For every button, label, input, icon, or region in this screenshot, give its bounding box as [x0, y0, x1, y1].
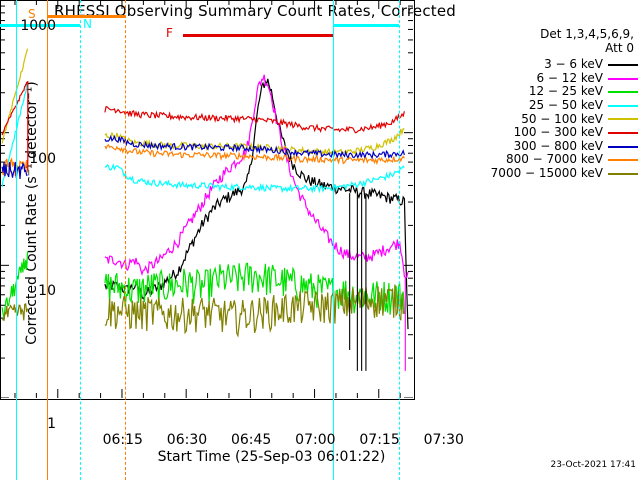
legend-detectors-line2: Att 0: [605, 40, 634, 55]
series-rise-7: [1, 161, 28, 179]
series-7: [104, 134, 405, 161]
legend-color-swatch: [608, 172, 638, 175]
flare-bar-label: F: [166, 26, 173, 40]
plot-canvas: [0, 0, 413, 398]
legend-detectors-line1: Det 1,3,4,5,6,9,: [540, 27, 634, 41]
x-tick-label: 06:15: [102, 432, 143, 448]
night-bar-2: [333, 24, 399, 27]
legend-color-swatch: [608, 63, 638, 66]
x-tick-label: 07:00: [295, 432, 336, 448]
series-9: [104, 284, 405, 338]
x-ticks: [14, 0, 401, 398]
legend-item-4: 25 − 50 keV: [484, 97, 638, 113]
legend-color-swatch: [608, 159, 638, 162]
series-2: [104, 74, 409, 279]
legend-color-swatch: [608, 131, 638, 134]
legend-color-swatch: [608, 118, 638, 121]
y-tick-label: 100: [29, 150, 56, 167]
page-title: RHESSI Observing Summary Count Rates, Co…: [53, 2, 456, 20]
legend-color-swatch: [608, 104, 638, 107]
x-tick-label: 07:30: [423, 432, 464, 448]
legend-item-label: 6 − 12 keV: [536, 70, 603, 85]
legend-item-label: 800 − 7000 keV: [505, 152, 603, 167]
x-tick-label: 07:15: [359, 432, 400, 448]
legend-item-7: 300 − 800 keV: [484, 138, 638, 154]
series-6: [104, 105, 405, 134]
series-rise-5: [1, 48, 29, 144]
saa-start-line: [47, 0, 48, 480]
y-tick-label: 10: [38, 283, 56, 300]
y-tick-label: 1: [47, 416, 56, 432]
flare-bar: [183, 34, 333, 37]
legend-item-label: 3 − 6 keV: [544, 57, 603, 72]
legend-rows: 3 − 6 keV 6 − 12 keV 12 − 25 keV 25 − 50 ke…: [484, 58, 638, 180]
series-rise-9: [1, 302, 29, 322]
series-rise-3: [1, 251, 29, 319]
night-bar-label: N: [83, 17, 92, 31]
legend-item-1: 3 − 6 keV: [484, 58, 638, 72]
series-3: [104, 262, 405, 315]
legend-item-5: 50 − 100 keV: [484, 111, 638, 127]
series-4: [104, 163, 405, 194]
night-end-line: [80, 0, 81, 480]
series-8: [104, 144, 405, 166]
legend-item-6: 100 − 300 keV: [484, 126, 638, 140]
legend-color-swatch: [608, 145, 638, 148]
saa-bar: [47, 15, 125, 18]
night-bar: [0, 24, 80, 27]
y-tick-label: 1000: [20, 18, 56, 34]
legend-item-label: 12 − 25 keV: [528, 84, 603, 99]
legend-item-2: 6 − 12 keV: [484, 70, 638, 86]
plot-area: S N F: [0, 0, 415, 480]
x-tick-label: 06:30: [166, 432, 208, 448]
legend-item-label: 100 − 300 keV: [513, 125, 603, 140]
legend: Det 1,3,4,5,6,9, Att 0 3 − 6 keV 6 − 12 k…: [484, 27, 638, 181]
render-timestamp: 23-Oct-2021 17:41: [550, 460, 636, 470]
x-axis-label: Start Time (25-Sep-03 06:01:22): [157, 449, 386, 465]
legend-item-8: 800 − 7000 keV: [484, 153, 638, 167]
legend-item-label: 7000 − 15000 keV: [490, 165, 603, 180]
night-end-2: [399, 0, 400, 480]
x-tick-label: 06:45: [230, 432, 272, 448]
legend-item-label: 50 − 100 keV: [521, 111, 603, 126]
y-ticks: [0, 0, 413, 398]
night-start-2: [333, 0, 334, 480]
legend-color-swatch: [608, 91, 638, 94]
legend-item-label: 25 − 50 keV: [528, 97, 603, 112]
saa-bar-label: S: [28, 7, 36, 21]
legend-item-3: 12 − 25 keV: [484, 85, 638, 99]
series-1: [104, 78, 409, 330]
legend-color-swatch: [608, 77, 638, 80]
saa-end-line: [125, 0, 126, 480]
night-start-line: [16, 0, 17, 480]
legend-item-label: 300 − 800 keV: [513, 138, 603, 153]
legend-item-9: 7000 − 15000 keV: [484, 165, 638, 181]
series-rise-6: [1, 81, 28, 136]
series-rise-8: [1, 157, 29, 177]
